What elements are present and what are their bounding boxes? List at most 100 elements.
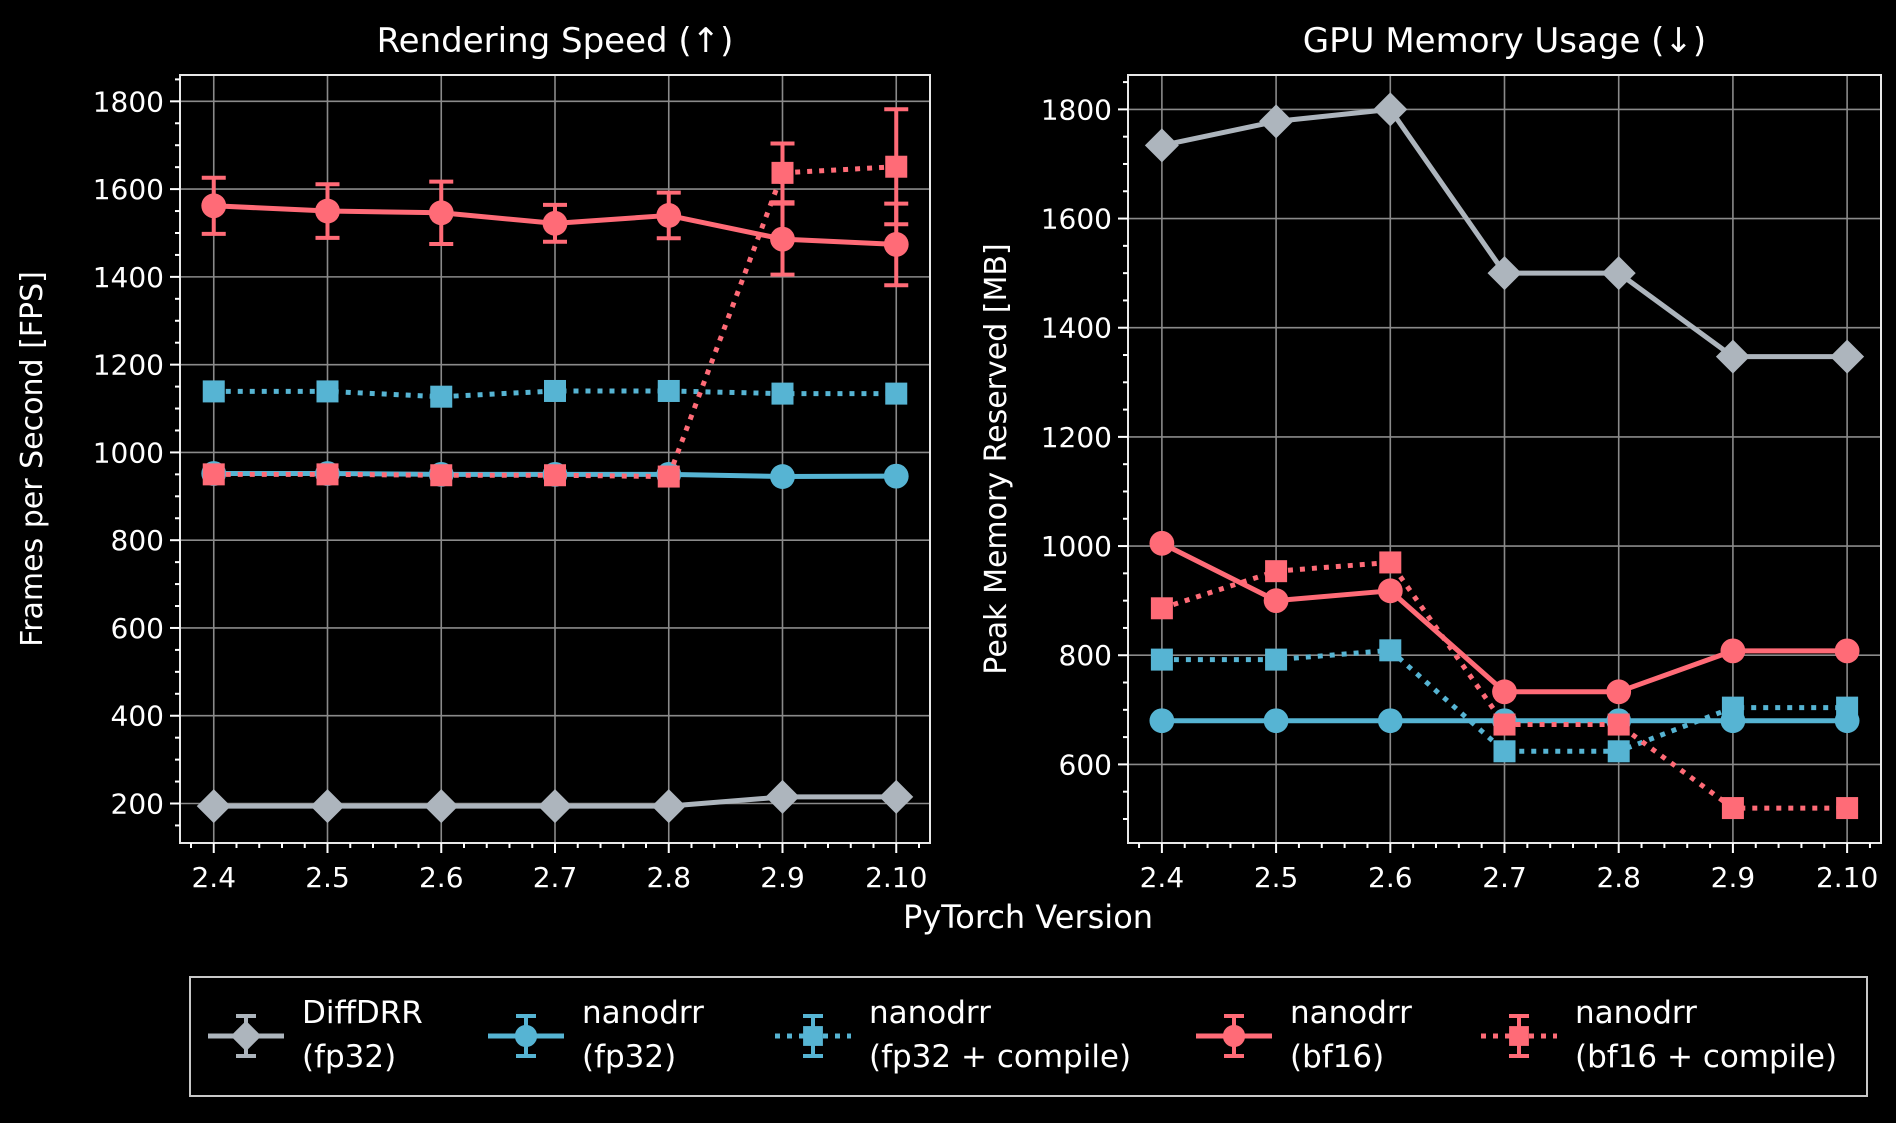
series-nanodrr-fp32-compile (202, 379, 908, 408)
x-tick-label: 2.6 (1368, 861, 1413, 894)
legend-label-line1: nanodrr (869, 995, 991, 1031)
data-point (657, 379, 680, 402)
data-point (771, 382, 794, 405)
series-nanodrr-bf16 (1149, 530, 1860, 705)
data-point (310, 789, 345, 824)
data-point (201, 193, 227, 219)
data-point (1836, 797, 1859, 820)
y-tick-label: 1800 (1041, 93, 1112, 126)
data-point (883, 231, 909, 257)
data-point (1263, 588, 1289, 614)
data-point (1144, 128, 1179, 163)
legend-label-line2: (bf16) (1290, 1039, 1384, 1075)
x-tick-label: 2.7 (1482, 861, 1527, 894)
data-point (1265, 560, 1288, 583)
x-tick-label: 2.4 (1140, 861, 1185, 894)
data-point (1373, 92, 1408, 127)
y-tick-label: 400 (111, 700, 164, 733)
y-tick-label: 1800 (93, 85, 164, 118)
series-nanodrr-bf16-compile (202, 107, 909, 488)
x-tick-label: 2.10 (1816, 861, 1878, 894)
chart-gpu-memory: 600 800 1000 1200 1400 1600 1800 2.4 2.5 2.6 2.7 2.… (979, 21, 1882, 894)
data-point (1607, 713, 1630, 736)
y-tick-label: 1200 (93, 349, 164, 382)
chart-title: Rendering Speed (↑) (377, 21, 734, 61)
y-tick-label: 600 (1059, 748, 1112, 781)
data-point (1836, 696, 1859, 719)
data-point (1379, 639, 1402, 662)
data-point (1493, 740, 1516, 763)
data-point (765, 779, 800, 814)
data-point (1150, 648, 1173, 671)
legend-label-line1: nanodrr (1290, 995, 1412, 1031)
y-axis-label: Frames per Second [FPS] (15, 271, 50, 647)
legend-marker-diamond-icon (230, 1020, 262, 1052)
data-point (1149, 708, 1175, 734)
data-point (1263, 708, 1289, 734)
series-diffdrr-fp32 (196, 779, 914, 824)
legend-label-line2: (fp32) (302, 1039, 396, 1075)
data-point (316, 463, 339, 486)
x-tick-label: 2.6 (419, 861, 464, 894)
legend-marker-circle-icon (514, 1024, 538, 1048)
data-point (430, 385, 453, 408)
legend-entry: nanodrr (fp32 + compile) (775, 995, 1131, 1075)
data-point (542, 210, 568, 236)
legend-entry: nanodrr (fp32) (488, 995, 704, 1075)
data-point (1492, 679, 1517, 705)
y-tick-label: 1600 (1041, 203, 1112, 236)
legend-label-line1: nanodrr (582, 995, 704, 1031)
y-axis-label: Peak Memory Reserved [MB] (979, 243, 1014, 674)
y-tick-label: 800 (111, 524, 164, 557)
x-tick-label: 2.8 (1596, 861, 1641, 894)
data-point (430, 464, 453, 487)
data-point (883, 463, 909, 489)
y-tick-label: 600 (111, 612, 164, 645)
data-point (770, 226, 795, 252)
data-point (1259, 104, 1294, 139)
legend: DiffDRR (fp32) nanodrr (fp32) nanodrr (fp32 +… (189, 976, 1868, 1097)
data-point (1149, 530, 1175, 556)
x-tick-label: 2.10 (865, 861, 927, 894)
data-point (1606, 679, 1632, 705)
data-point (424, 789, 459, 824)
shared-x-axis-label: PyTorch Version (903, 898, 1153, 936)
chart-rendering-speed: 200 400 600 800 1000 1200 1400 1600 1800 2.4 2.5 2.… (15, 21, 931, 894)
data-point (1265, 648, 1288, 671)
data-point (1721, 797, 1744, 820)
legend-label-line2: (fp32 + compile) (869, 1039, 1131, 1075)
legend-marker-square-icon (1509, 1026, 1529, 1046)
y-tick-label: 800 (1059, 639, 1112, 672)
x-tick-label: 2.7 (533, 861, 578, 894)
data-point (770, 464, 795, 489)
data-point (771, 161, 794, 184)
data-point (656, 203, 682, 228)
data-point (1834, 638, 1860, 664)
x-tick-label: 2.8 (646, 861, 691, 894)
data-point (202, 463, 225, 486)
data-point (657, 465, 680, 488)
x-tick-label: 2.9 (760, 861, 805, 894)
data-point (428, 200, 454, 226)
data-point (202, 380, 225, 403)
data-point (879, 779, 914, 814)
x-tick-label: 2.4 (191, 861, 236, 894)
x-tick-label: 2.5 (305, 861, 350, 894)
data-point (1720, 638, 1746, 664)
legend-label-line2: (bf16 + compile) (1575, 1039, 1837, 1075)
data-point (316, 380, 339, 403)
series-nanodrr-bf16-compile (1150, 551, 1859, 820)
data-point (544, 464, 566, 487)
data-point (1493, 713, 1516, 736)
legend-label-line1: nanodrr (1575, 995, 1697, 1031)
series-diffdrr-fp32 (1144, 92, 1865, 374)
legend-frame (189, 976, 1868, 1097)
data-point (1377, 708, 1403, 734)
legend-entry: nanodrr (bf16) (1196, 995, 1412, 1075)
data-point (315, 198, 340, 224)
data-point (1830, 339, 1865, 374)
legend-label-line1: DiffDRR (302, 995, 423, 1031)
data-point (885, 382, 908, 405)
y-tick-label: 1200 (1041, 421, 1112, 454)
